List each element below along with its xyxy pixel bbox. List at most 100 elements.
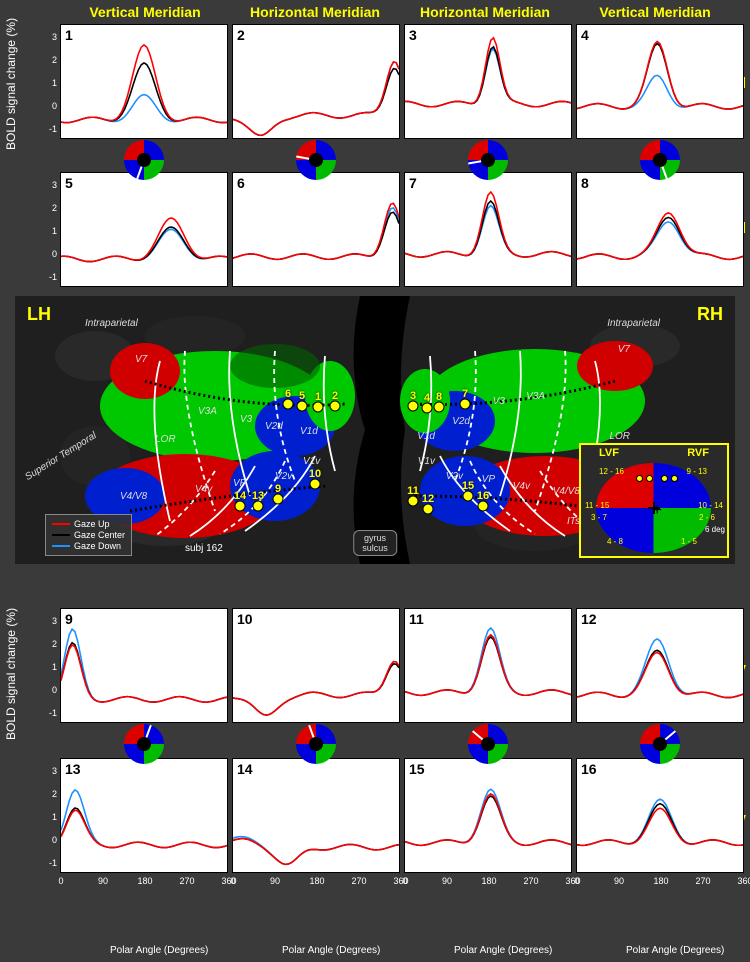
roi-dot-15 bbox=[463, 491, 474, 502]
plot-row-2: 5 -10123 6 7 8 bbox=[60, 172, 744, 287]
column-headers: Vertical Meridian Horizontal Meridian Ho… bbox=[60, 4, 740, 20]
roi-dot-9 bbox=[273, 494, 284, 505]
roi-dot-11 bbox=[408, 496, 419, 507]
plot-row-4: 13 -10123090180270360 14 090180270360 15… bbox=[60, 758, 744, 873]
roi-dot-7 bbox=[460, 399, 471, 410]
x-axis-label-2: Polar Angle (Degrees) bbox=[282, 945, 380, 956]
label-vp-r: VP bbox=[482, 474, 495, 485]
roi-num-1: 1 bbox=[315, 391, 321, 403]
roi-num-2: 2 bbox=[332, 390, 338, 402]
roi-num-10: 10 bbox=[309, 468, 321, 480]
roi-dot-16 bbox=[478, 501, 489, 512]
ring-icon bbox=[296, 724, 336, 764]
plot-13: 13 -10123090180270360 bbox=[60, 758, 228, 873]
legend-item-down: Gaze Down bbox=[52, 541, 125, 551]
plot-12: 12 bbox=[576, 608, 744, 723]
roi-dot-1 bbox=[313, 402, 324, 413]
roi-num-12: 12 bbox=[422, 493, 434, 505]
label-v1d-r: V1d bbox=[417, 431, 435, 442]
figure-container: Vertical Meridian Horizontal Meridian Ho… bbox=[0, 0, 750, 962]
plot-9: 9 -10123 bbox=[60, 608, 228, 723]
label-v3a-r: V3A bbox=[526, 391, 545, 402]
roi-num-11: 11 bbox=[407, 485, 419, 497]
roi-dot-2 bbox=[330, 401, 341, 412]
label-v4v-l: V4v bbox=[195, 484, 212, 495]
plot-14: 14 090180270360 bbox=[232, 758, 400, 873]
plot-8: 8 bbox=[576, 172, 744, 287]
plot-1: 1 -10123 bbox=[60, 24, 228, 139]
roi-dot-5 bbox=[297, 401, 308, 412]
x-axis-label-4: Polar Angle (Degrees) bbox=[626, 945, 724, 956]
col-header-3: Horizontal Meridian bbox=[400, 4, 570, 20]
lvf-rvf-inset: LVF RVF 12 - 16 9 - 13 11 - 15 10 - 14 3… bbox=[579, 443, 729, 558]
label-v1v-l: V1v bbox=[303, 456, 320, 467]
plot-15: 15 090180270360 bbox=[404, 758, 572, 873]
label-v4v8-r: V4/V8 bbox=[553, 486, 580, 497]
label-v2v-l: V2v bbox=[275, 471, 292, 482]
col-header-4: Vertical Meridian bbox=[570, 4, 740, 20]
label-v2d-r: V2d bbox=[452, 416, 470, 427]
col-header-1: Vertical Meridian bbox=[60, 4, 230, 20]
roi-dot-13 bbox=[253, 501, 264, 512]
roi-dot-14 bbox=[235, 501, 246, 512]
lvf-title: LVF bbox=[599, 447, 619, 459]
ring-icon bbox=[468, 724, 508, 764]
lh-label: LH bbox=[27, 304, 51, 325]
roi-dot-3 bbox=[408, 401, 419, 412]
roi-dot-6 bbox=[283, 399, 294, 410]
label-vp-l: VP bbox=[233, 478, 246, 489]
roi-num-15: 15 bbox=[462, 480, 474, 492]
roi-dot-12 bbox=[423, 504, 434, 515]
roi-num-6: 6 bbox=[285, 388, 291, 400]
ring-icon bbox=[640, 724, 680, 764]
label-v7-l: V7 bbox=[135, 354, 147, 365]
roi-num-14: 14 bbox=[234, 490, 246, 502]
label-v2d-l: V2d bbox=[265, 421, 283, 432]
plot-5: 5 -10123 bbox=[60, 172, 228, 287]
plot-7: 7 bbox=[404, 172, 572, 287]
ring-icon bbox=[124, 724, 164, 764]
label-intraparietal-l: Intraparietal bbox=[85, 318, 138, 329]
brain-flatmap: LH RH Intraparietal Intraparietal V7 V7 … bbox=[15, 296, 735, 564]
plot-4: 4 bbox=[576, 24, 744, 139]
ring-icon bbox=[468, 140, 508, 180]
roi-num-13: 13 bbox=[252, 490, 264, 502]
label-v1v-r: V1v bbox=[418, 456, 435, 467]
label-v7-r: V7 bbox=[618, 344, 630, 355]
ring-icon bbox=[124, 140, 164, 180]
legend-item-center: Gaze Center bbox=[52, 530, 125, 540]
col-header-2: Horizontal Meridian bbox=[230, 4, 400, 20]
plot-16: 16 090180270360 bbox=[576, 758, 744, 873]
plot-10: 10 bbox=[232, 608, 400, 723]
label-lor-r: LOR bbox=[609, 431, 630, 442]
roi-num-9: 9 bbox=[275, 483, 281, 495]
label-v2v-r: V2v bbox=[446, 471, 463, 482]
y-axis-label-top: BOLD signal change (%) bbox=[4, 18, 18, 150]
roi-dot-4 bbox=[422, 403, 433, 414]
label-v3a-l: V3A bbox=[198, 406, 217, 417]
roi-num-8: 8 bbox=[436, 391, 442, 403]
roi-dot-8 bbox=[434, 402, 445, 413]
plot-6: 6 bbox=[232, 172, 400, 287]
label-v3-l: V3 bbox=[240, 414, 252, 425]
label-v3-r: V3 bbox=[493, 396, 505, 407]
label-v1d-l: V1d bbox=[300, 426, 318, 437]
plot-3: 3 bbox=[404, 24, 572, 139]
roi-num-4: 4 bbox=[424, 392, 430, 404]
x-axis-label-3: Polar Angle (Degrees) bbox=[454, 945, 552, 956]
gyrus-sulcus-key: gyrus sulcus bbox=[353, 530, 397, 556]
plot-row-3: 9 -10123 10 11 12 bbox=[60, 608, 744, 723]
x-axis-label-1: Polar Angle (Degrees) bbox=[110, 945, 208, 956]
ring-icon bbox=[296, 140, 336, 180]
y-axis-label-bot: BOLD signal change (%) bbox=[4, 608, 18, 740]
label-lor-l: LOR bbox=[155, 434, 176, 445]
rvf-title: RVF bbox=[687, 447, 709, 459]
roi-dot-10 bbox=[310, 479, 321, 490]
roi-num-3: 3 bbox=[410, 390, 416, 402]
roi-num-7: 7 bbox=[462, 388, 468, 400]
legend-item-up: Gaze Up bbox=[52, 519, 125, 529]
plot-2: 2 bbox=[232, 24, 400, 139]
label-intraparietal-r: Intraparietal bbox=[607, 318, 660, 329]
label-v4v8-l: V4/V8 bbox=[120, 491, 147, 502]
plot-row-1: 1 -10123 2 3 4 bbox=[60, 24, 744, 139]
